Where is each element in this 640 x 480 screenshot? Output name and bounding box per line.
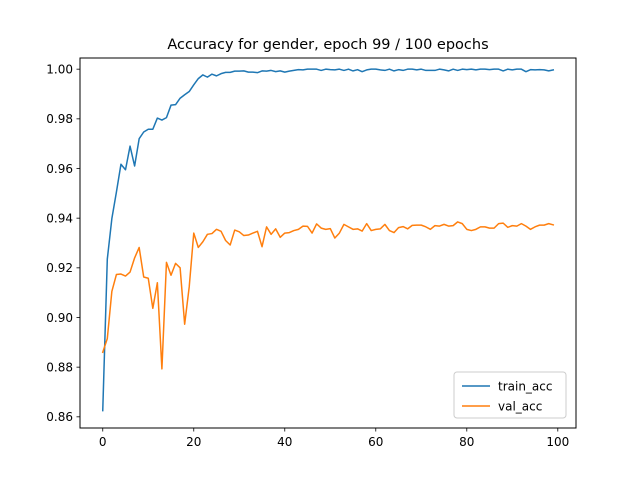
legend-label-train-acc: train_acc bbox=[498, 379, 552, 393]
plot-frame bbox=[79, 57, 577, 429]
y-tick-label: 0.90 bbox=[46, 311, 73, 325]
y-tick-label: 0.96 bbox=[46, 162, 73, 176]
y-tick-label: 0.88 bbox=[46, 360, 73, 374]
chart-title: Accuracy for gender, epoch 99 / 100 epoc… bbox=[167, 37, 488, 53]
series-line-val-acc bbox=[101, 221, 555, 370]
axes-layer: 0 20 40 60 80 100 0.86 0.88 0.90 0.92 0.94 0.96 0.98… bbox=[46, 62, 569, 449]
y-tick-label: 0.92 bbox=[46, 261, 73, 275]
x-tick-label: 40 bbox=[277, 435, 292, 449]
x-tick-label: 80 bbox=[459, 435, 474, 449]
y-tick-label: 0.86 bbox=[46, 410, 73, 424]
legend: train_acc val_acc bbox=[453, 371, 567, 419]
x-tick-label: 60 bbox=[368, 435, 383, 449]
x-tick-label: 100 bbox=[546, 435, 569, 449]
y-tick-label: 0.98 bbox=[46, 112, 73, 126]
legend-label-val-acc: val_acc bbox=[498, 399, 542, 413]
x-tick-label: 0 bbox=[99, 435, 107, 449]
series-line-train-acc bbox=[101, 68, 555, 412]
y-tick-label: 0.94 bbox=[46, 211, 73, 225]
series-layer bbox=[101, 68, 555, 412]
y-tick-label: 1.00 bbox=[46, 62, 73, 76]
x-tick-label: 20 bbox=[186, 435, 201, 449]
